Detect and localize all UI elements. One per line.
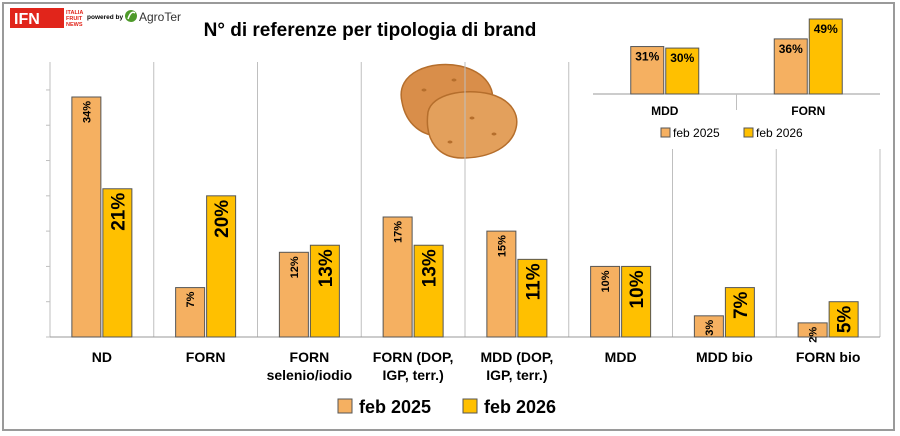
x-tick-label: selenio/iodio — [267, 367, 353, 383]
data-label: 15% — [496, 235, 508, 257]
bar-feb-2025 — [278, 251, 309, 338]
ifn-logo: IFN ITALIA FRUIT NEWS — [10, 8, 83, 28]
data-label: 34% — [81, 101, 93, 123]
ifn-logo-sub-2: FRUIT — [66, 16, 83, 22]
agroter-logo-text: AgroTer — [139, 10, 181, 24]
inset-bar-feb-2026 — [665, 47, 700, 95]
bar-feb-2026 — [102, 188, 133, 338]
potato-eye-4 — [491, 132, 497, 136]
potato-eye-5 — [447, 140, 453, 144]
data-label: 7% — [185, 291, 197, 307]
x-tick-label: MDD bio — [696, 349, 753, 365]
data-label: 17% — [393, 221, 405, 243]
inset-legend-feb-2026-label: feb 2026 — [756, 126, 803, 140]
ifn-logo-text: IFN — [14, 11, 40, 28]
x-tick-label: FORN (DOP, — [373, 349, 454, 365]
powered-by-text: powered by — [87, 14, 124, 21]
x-tick-label: IGP, terr.) — [383, 367, 444, 383]
bar-feb-2025 — [590, 265, 621, 338]
bar-feb-2026 — [621, 265, 652, 338]
x-tick-label: ND — [92, 349, 112, 365]
ifn-logo-bg — [10, 8, 64, 28]
agroter-logo-leaf — [127, 11, 136, 20]
data-label: 7% — [731, 291, 752, 319]
inset-data-label: 49% — [814, 22, 838, 36]
legend-feb-2026-swatch — [462, 398, 478, 414]
bar-feb-2026 — [309, 244, 340, 338]
bar-feb-2025 — [797, 322, 828, 338]
inset-data-label: 36% — [779, 42, 803, 56]
data-label: 10% — [627, 270, 648, 308]
main-bar-chart: ND 34% 21% FORN 7% 20% FORN selenio/iodio 12% 13%… — [46, 62, 881, 383]
main-legend: feb 2025 feb 2026 — [337, 397, 556, 417]
potato-eye-3 — [469, 116, 475, 120]
data-label: 2% — [808, 327, 820, 343]
data-label: 20% — [212, 200, 233, 238]
legend-feb-2026-label: feb 2026 — [484, 397, 556, 417]
legend-feb-2025-swatch — [337, 398, 353, 414]
bar-feb-2026 — [413, 244, 444, 338]
bar-feb-2026 — [828, 301, 859, 338]
inset-bar-feb-2025 — [630, 46, 665, 95]
x-tick-label: MDD — [605, 349, 637, 365]
inset-bar-feb-2026 — [808, 18, 843, 95]
data-label: 11% — [523, 263, 544, 300]
legend-feb-2025-label: feb 2025 — [359, 397, 431, 417]
data-label: 3% — [704, 320, 716, 336]
x-tick-label: FORN bio — [796, 349, 861, 365]
inset-legend-feb-2026-swatch — [743, 127, 754, 138]
agroter-logo-mark — [125, 10, 137, 22]
inset-data-label: 30% — [670, 51, 694, 65]
x-tick-label: FORN — [186, 349, 226, 365]
x-tick-label: IGP, terr.) — [486, 367, 547, 383]
data-label: 21% — [108, 193, 129, 231]
agroter-logo: AgroTer — [125, 10, 181, 24]
inset-legend-feb-2025-label: feb 2025 — [673, 126, 720, 140]
x-tick-label: FORN — [290, 349, 330, 365]
data-label: 10% — [600, 270, 612, 292]
inset-x-tick-label: FORN — [791, 104, 825, 118]
bar-feb-2025 — [693, 315, 724, 338]
data-label: 12% — [289, 256, 301, 278]
bar-feb-2025 — [175, 287, 206, 338]
bar-feb-2026 — [206, 195, 237, 338]
data-label: 13% — [316, 249, 337, 287]
ifn-logo-sub-3: NEWS — [66, 22, 83, 28]
bar-feb-2026 — [517, 258, 548, 338]
inset-legend-feb-2025-swatch — [660, 127, 671, 138]
ifn-logo-sub-1: ITALIA — [66, 10, 83, 16]
potato-icon — [400, 63, 518, 159]
potato-eye-2 — [451, 78, 457, 82]
x-tick-label: MDD (DOP, — [480, 349, 553, 365]
bar-feb-2026 — [724, 287, 755, 338]
bar-feb-2025 — [71, 96, 102, 338]
inset-data-label: 31% — [635, 50, 659, 64]
inset-bar-feb-2025 — [773, 38, 808, 95]
data-label: 13% — [420, 249, 441, 287]
bar-feb-2025 — [486, 230, 517, 338]
inset-x-tick-label: MDD — [651, 104, 679, 118]
potato-eye-1 — [421, 88, 427, 92]
bar-feb-2025 — [382, 216, 413, 338]
data-label: 5% — [835, 306, 856, 334]
inset-bar-chart: MDD 31% 30% FORN 36% 49% feb 2025 feb 2026 — [593, 9, 882, 149]
chart-title: N° di referenze per tipologia di brand — [204, 20, 537, 41]
